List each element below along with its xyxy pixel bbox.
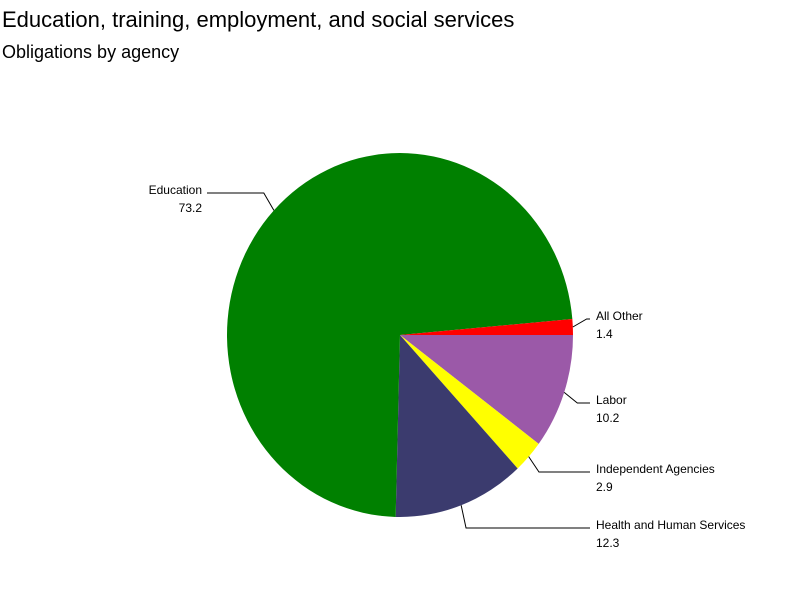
pie-slice <box>400 335 573 444</box>
chart-subtitle: Obligations by agency <box>2 42 179 62</box>
slice-label: Education <box>149 183 202 197</box>
slice-value: 2.9 <box>596 480 613 494</box>
slice-label: Health and Human Services <box>596 518 745 532</box>
leader-line <box>460 505 590 529</box>
slice-label: Labor <box>596 393 627 407</box>
slice-value: 73.2 <box>179 201 203 215</box>
pie-slice <box>395 335 518 517</box>
leader-line <box>563 391 590 404</box>
slice-value: 10.2 <box>596 411 620 425</box>
slice-label: All Other <box>596 309 643 323</box>
chart-title: Education, training, employment, and soc… <box>2 7 514 32</box>
leader-line <box>528 456 590 473</box>
pie-slice <box>226 152 573 517</box>
slice-value: 1.4 <box>596 327 613 341</box>
pie-slice <box>400 335 539 469</box>
leader-line <box>207 192 275 211</box>
pie-slice <box>400 319 573 335</box>
slice-label: Independent Agencies <box>596 462 715 476</box>
leader-line <box>572 318 590 328</box>
slice-value: 12.3 <box>596 536 620 550</box>
